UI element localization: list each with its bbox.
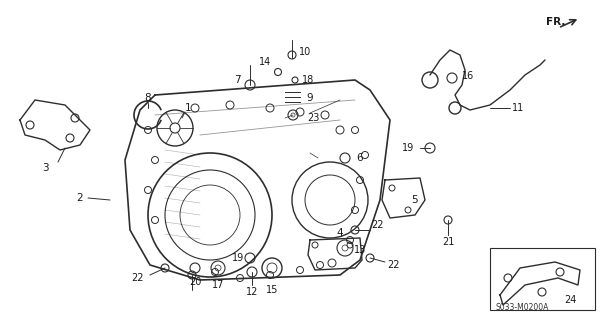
Text: 24: 24 — [564, 295, 576, 305]
Text: 20: 20 — [189, 277, 201, 287]
Text: 2: 2 — [77, 193, 83, 203]
Text: 22: 22 — [387, 260, 399, 270]
Text: 14: 14 — [259, 57, 271, 67]
Text: 22: 22 — [371, 220, 384, 230]
Text: 1: 1 — [185, 103, 191, 113]
Text: 19: 19 — [402, 143, 414, 153]
Text: 12: 12 — [246, 287, 258, 297]
Text: 13: 13 — [354, 245, 366, 255]
Text: 19: 19 — [232, 253, 244, 263]
Text: 10: 10 — [299, 47, 311, 57]
Text: 11: 11 — [512, 103, 524, 113]
Text: 15: 15 — [266, 285, 278, 295]
Text: 21: 21 — [442, 237, 454, 247]
Text: 3: 3 — [42, 163, 48, 173]
Text: 22: 22 — [130, 273, 143, 283]
Text: FR.: FR. — [546, 17, 566, 27]
FancyBboxPatch shape — [490, 248, 595, 310]
Text: S033-M0200A: S033-M0200A — [495, 303, 548, 313]
Text: 7: 7 — [234, 75, 240, 85]
Text: 18: 18 — [302, 75, 314, 85]
Text: 9: 9 — [307, 93, 313, 103]
Text: 8: 8 — [145, 93, 152, 103]
Text: 17: 17 — [212, 280, 224, 290]
Text: 6: 6 — [357, 153, 364, 163]
Text: 16: 16 — [462, 71, 474, 81]
Text: 4: 4 — [336, 228, 343, 238]
Text: 23: 23 — [307, 113, 319, 123]
Text: 5: 5 — [412, 195, 419, 205]
